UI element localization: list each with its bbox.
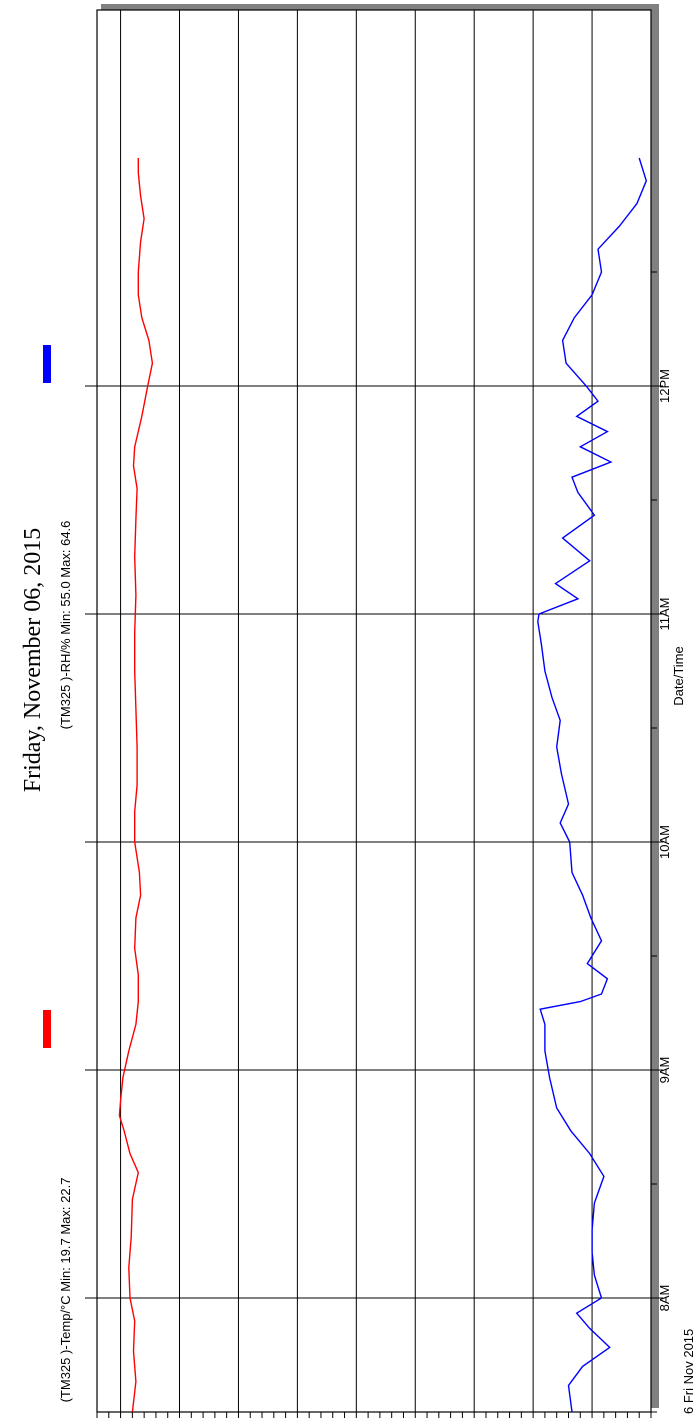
time-tick-label: 11AM	[657, 598, 672, 631]
x-axis-label: Date/Time	[671, 646, 686, 705]
plot-frame	[96, 9, 652, 1413]
series-line-temp	[118, 158, 154, 1413]
axis-layer: 2025303540455055608AM9AM10AM11AM12PM	[96, 271, 672, 1418]
start-date-label: 6 Fri Nov 2015	[681, 1329, 696, 1414]
legend-label: (TM325 )-Temp/°C Min: 19.7 Max: 22.7	[58, 1178, 73, 1403]
time-tick-label: 12PM	[657, 369, 672, 403]
time-tick-label: 10AM	[657, 825, 672, 859]
time-tick-label: 9AM	[657, 1057, 672, 1084]
series-line-rh	[537, 157, 648, 1413]
legend-label: (TM325 )-RH/% Min: 55.0 Max: 64.6	[58, 521, 73, 730]
legend: (TM325 )-Temp/°C Min: 19.7 Max: 22.7 (TM3…	[43, 345, 73, 1402]
plot-area	[96, 4, 659, 1413]
series-layer	[118, 157, 648, 1413]
chart-title: Friday, November 06, 2015	[20, 528, 46, 792]
start-date-group: 6 Fri Nov 2015	[681, 1329, 696, 1414]
title-layer: Friday, November 06, 2015	[20, 528, 46, 792]
x-axis-label-group: Date/Time	[671, 646, 686, 705]
time-tick-label: 8AM	[657, 1285, 672, 1312]
legend-swatch	[43, 345, 51, 383]
grid-layer	[85, 10, 663, 1412]
legend-swatch	[43, 1010, 51, 1048]
